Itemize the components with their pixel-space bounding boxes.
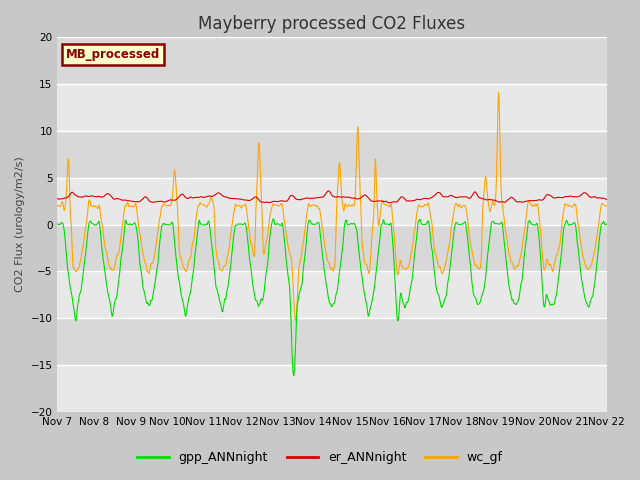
Bar bbox=[58, 84, 607, 131]
Bar bbox=[58, 271, 607, 318]
Bar bbox=[58, 225, 607, 271]
Bar bbox=[58, 131, 607, 178]
Bar bbox=[58, 178, 607, 225]
Bar bbox=[58, 365, 607, 412]
Text: MB_processed: MB_processed bbox=[66, 48, 160, 61]
Y-axis label: CO2 Flux (urology/m2/s): CO2 Flux (urology/m2/s) bbox=[15, 156, 25, 292]
Bar bbox=[58, 37, 607, 84]
Title: Mayberry processed CO2 Fluxes: Mayberry processed CO2 Fluxes bbox=[198, 15, 465, 33]
Bar bbox=[58, 318, 607, 365]
Legend: gpp_ANNnight, er_ANNnight, wc_gf: gpp_ANNnight, er_ANNnight, wc_gf bbox=[132, 446, 508, 469]
